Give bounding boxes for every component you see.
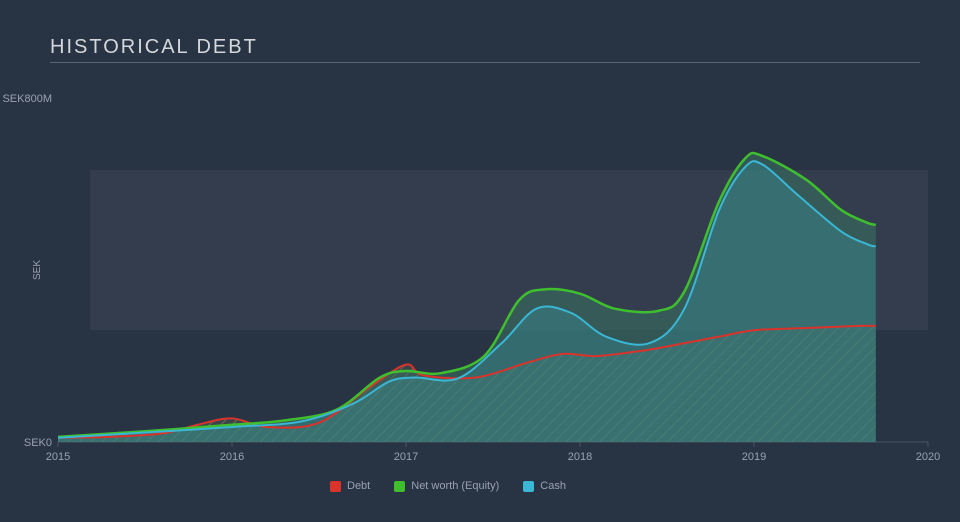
x-tick-label: 2016: [220, 451, 244, 463]
x-tick-label: 2018: [568, 451, 592, 463]
legend-item-cash: Cash: [523, 480, 566, 492]
legend-item-equity: Net worth (Equity): [394, 480, 499, 492]
legend-label: Cash: [540, 480, 566, 492]
x-tick-label: 2017: [394, 451, 418, 463]
legend-label: Net worth (Equity): [411, 480, 499, 492]
chart-legend: Debt Net worth (Equity) Cash: [330, 480, 566, 492]
area-chart: SEK0 SEK800M 2015 2016 2017 2018 2019 2020: [0, 0, 960, 522]
chart-plot-group: SEK0 SEK800M 2015 2016 2017 2018 2019 2020: [2, 93, 940, 463]
y-tick-label: SEK0: [24, 437, 52, 449]
y-tick-label: SEK800M: [2, 93, 52, 105]
cash-area: [58, 161, 876, 442]
x-tick-label: 2019: [742, 451, 766, 463]
legend-label: Debt: [347, 480, 370, 492]
legend-swatch: [330, 481, 341, 492]
x-tick-label: 2020: [916, 451, 940, 463]
legend-swatch: [523, 481, 534, 492]
legend-item-debt: Debt: [330, 480, 370, 492]
legend-swatch: [394, 481, 405, 492]
x-tick-label: 2015: [46, 451, 70, 463]
